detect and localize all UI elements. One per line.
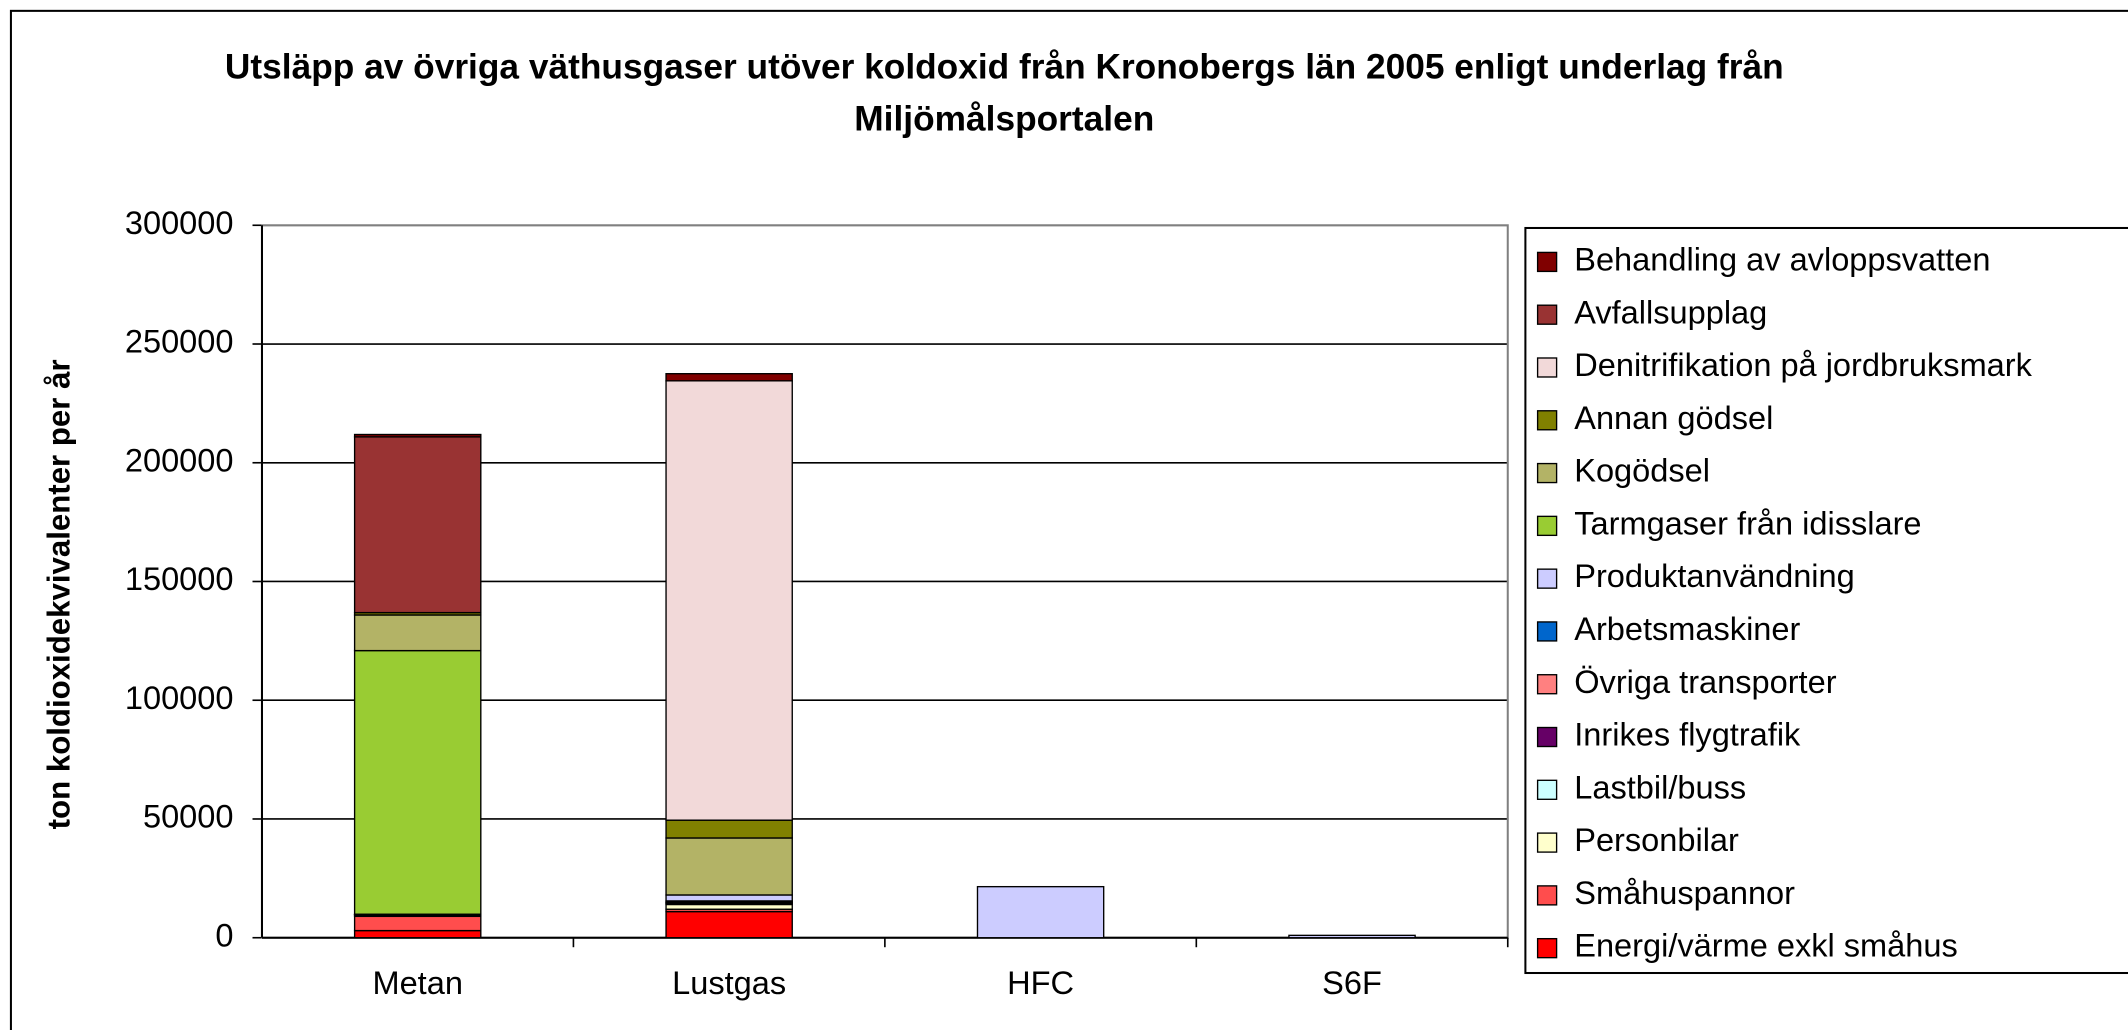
- y-tick-label: 50000: [143, 799, 234, 835]
- title-box: Utsläpp av övriga väthusgaser utöver kol…: [224, 46, 1784, 139]
- legend-label: Behandling av avloppsvatten: [1574, 242, 1990, 278]
- legend-label: Annan gödsel: [1574, 400, 1773, 436]
- legend-label: Småhuspannor: [1574, 875, 1795, 911]
- legend-swatch: [1536, 621, 1558, 642]
- legend-label: Energi/värme exkl småhus: [1574, 928, 1957, 964]
- bar-segment: [665, 819, 793, 839]
- legend-swatch: [1536, 251, 1558, 273]
- bar-segment: [976, 885, 1105, 939]
- legend-label: Avfallsupplag: [1574, 294, 1767, 330]
- x-tick-label: HFC: [1007, 965, 1074, 1001]
- legend-swatch: [1536, 937, 1558, 959]
- legend-swatch: [1536, 674, 1558, 695]
- y-axis-label: ton koldioxidekvivalenter per år: [41, 359, 76, 829]
- legend-label: Lastbil/buss: [1574, 769, 1746, 805]
- bar-segment: [353, 433, 482, 438]
- legend-label: Personbilar: [1574, 822, 1739, 858]
- legend-swatch: [1536, 726, 1558, 748]
- x-tick-label: S6F: [1322, 965, 1382, 1001]
- legend-label: Inrikes flygtrafik: [1574, 717, 1801, 753]
- legend-swatch: [1536, 304, 1558, 325]
- bar-segment: [353, 649, 482, 915]
- y-tick-label: 150000: [125, 561, 234, 597]
- legend-swatch: [1536, 410, 1558, 431]
- bar-segment: [353, 436, 482, 614]
- bar-segment: [665, 380, 793, 821]
- legend-label: Övriga transporter: [1574, 664, 1836, 700]
- bar-segment: [353, 614, 482, 652]
- legend-swatch: [1536, 832, 1558, 853]
- legend-swatch: [1536, 357, 1558, 378]
- y-tick-label: 200000: [125, 442, 234, 478]
- legend-swatch: [1536, 462, 1558, 484]
- y-tick-label: 0: [215, 917, 233, 953]
- chart-title: Utsläpp av övriga väthusgaser utöver kol…: [224, 46, 1784, 139]
- x-tick-label: Lustgas: [672, 965, 786, 1001]
- legend-label: Denitrifikation på jordbruksmark: [1574, 347, 2032, 383]
- y-tick-label: 250000: [125, 324, 234, 360]
- legend-box: [1524, 226, 2128, 975]
- bar-segment: [665, 910, 793, 939]
- legend-swatch: [1536, 779, 1558, 800]
- legend-swatch: [1536, 515, 1558, 537]
- bar-segment: [665, 837, 793, 896]
- legend-label: Kogödsel: [1574, 453, 1710, 489]
- x-tick-label: Metan: [372, 965, 462, 1001]
- legend-swatch: [1536, 568, 1558, 589]
- bar-segment: [665, 903, 793, 910]
- legend-label: Arbetsmaskiner: [1574, 611, 1800, 647]
- chart-frame: [9, 9, 2128, 1030]
- bar-segment: [1288, 934, 1416, 939]
- bar-segment: [353, 915, 482, 932]
- y-tick-label: 100000: [125, 680, 234, 716]
- legend-swatch: [1536, 885, 1558, 906]
- bar-segment: [353, 929, 482, 939]
- y-tick-label: 300000: [125, 205, 234, 241]
- legend-label: Tarmgaser från idisslare: [1574, 505, 1921, 541]
- bar-segment: [665, 373, 793, 382]
- bar-segment: [665, 894, 793, 902]
- legend-label: Produktanvändning: [1574, 558, 1854, 594]
